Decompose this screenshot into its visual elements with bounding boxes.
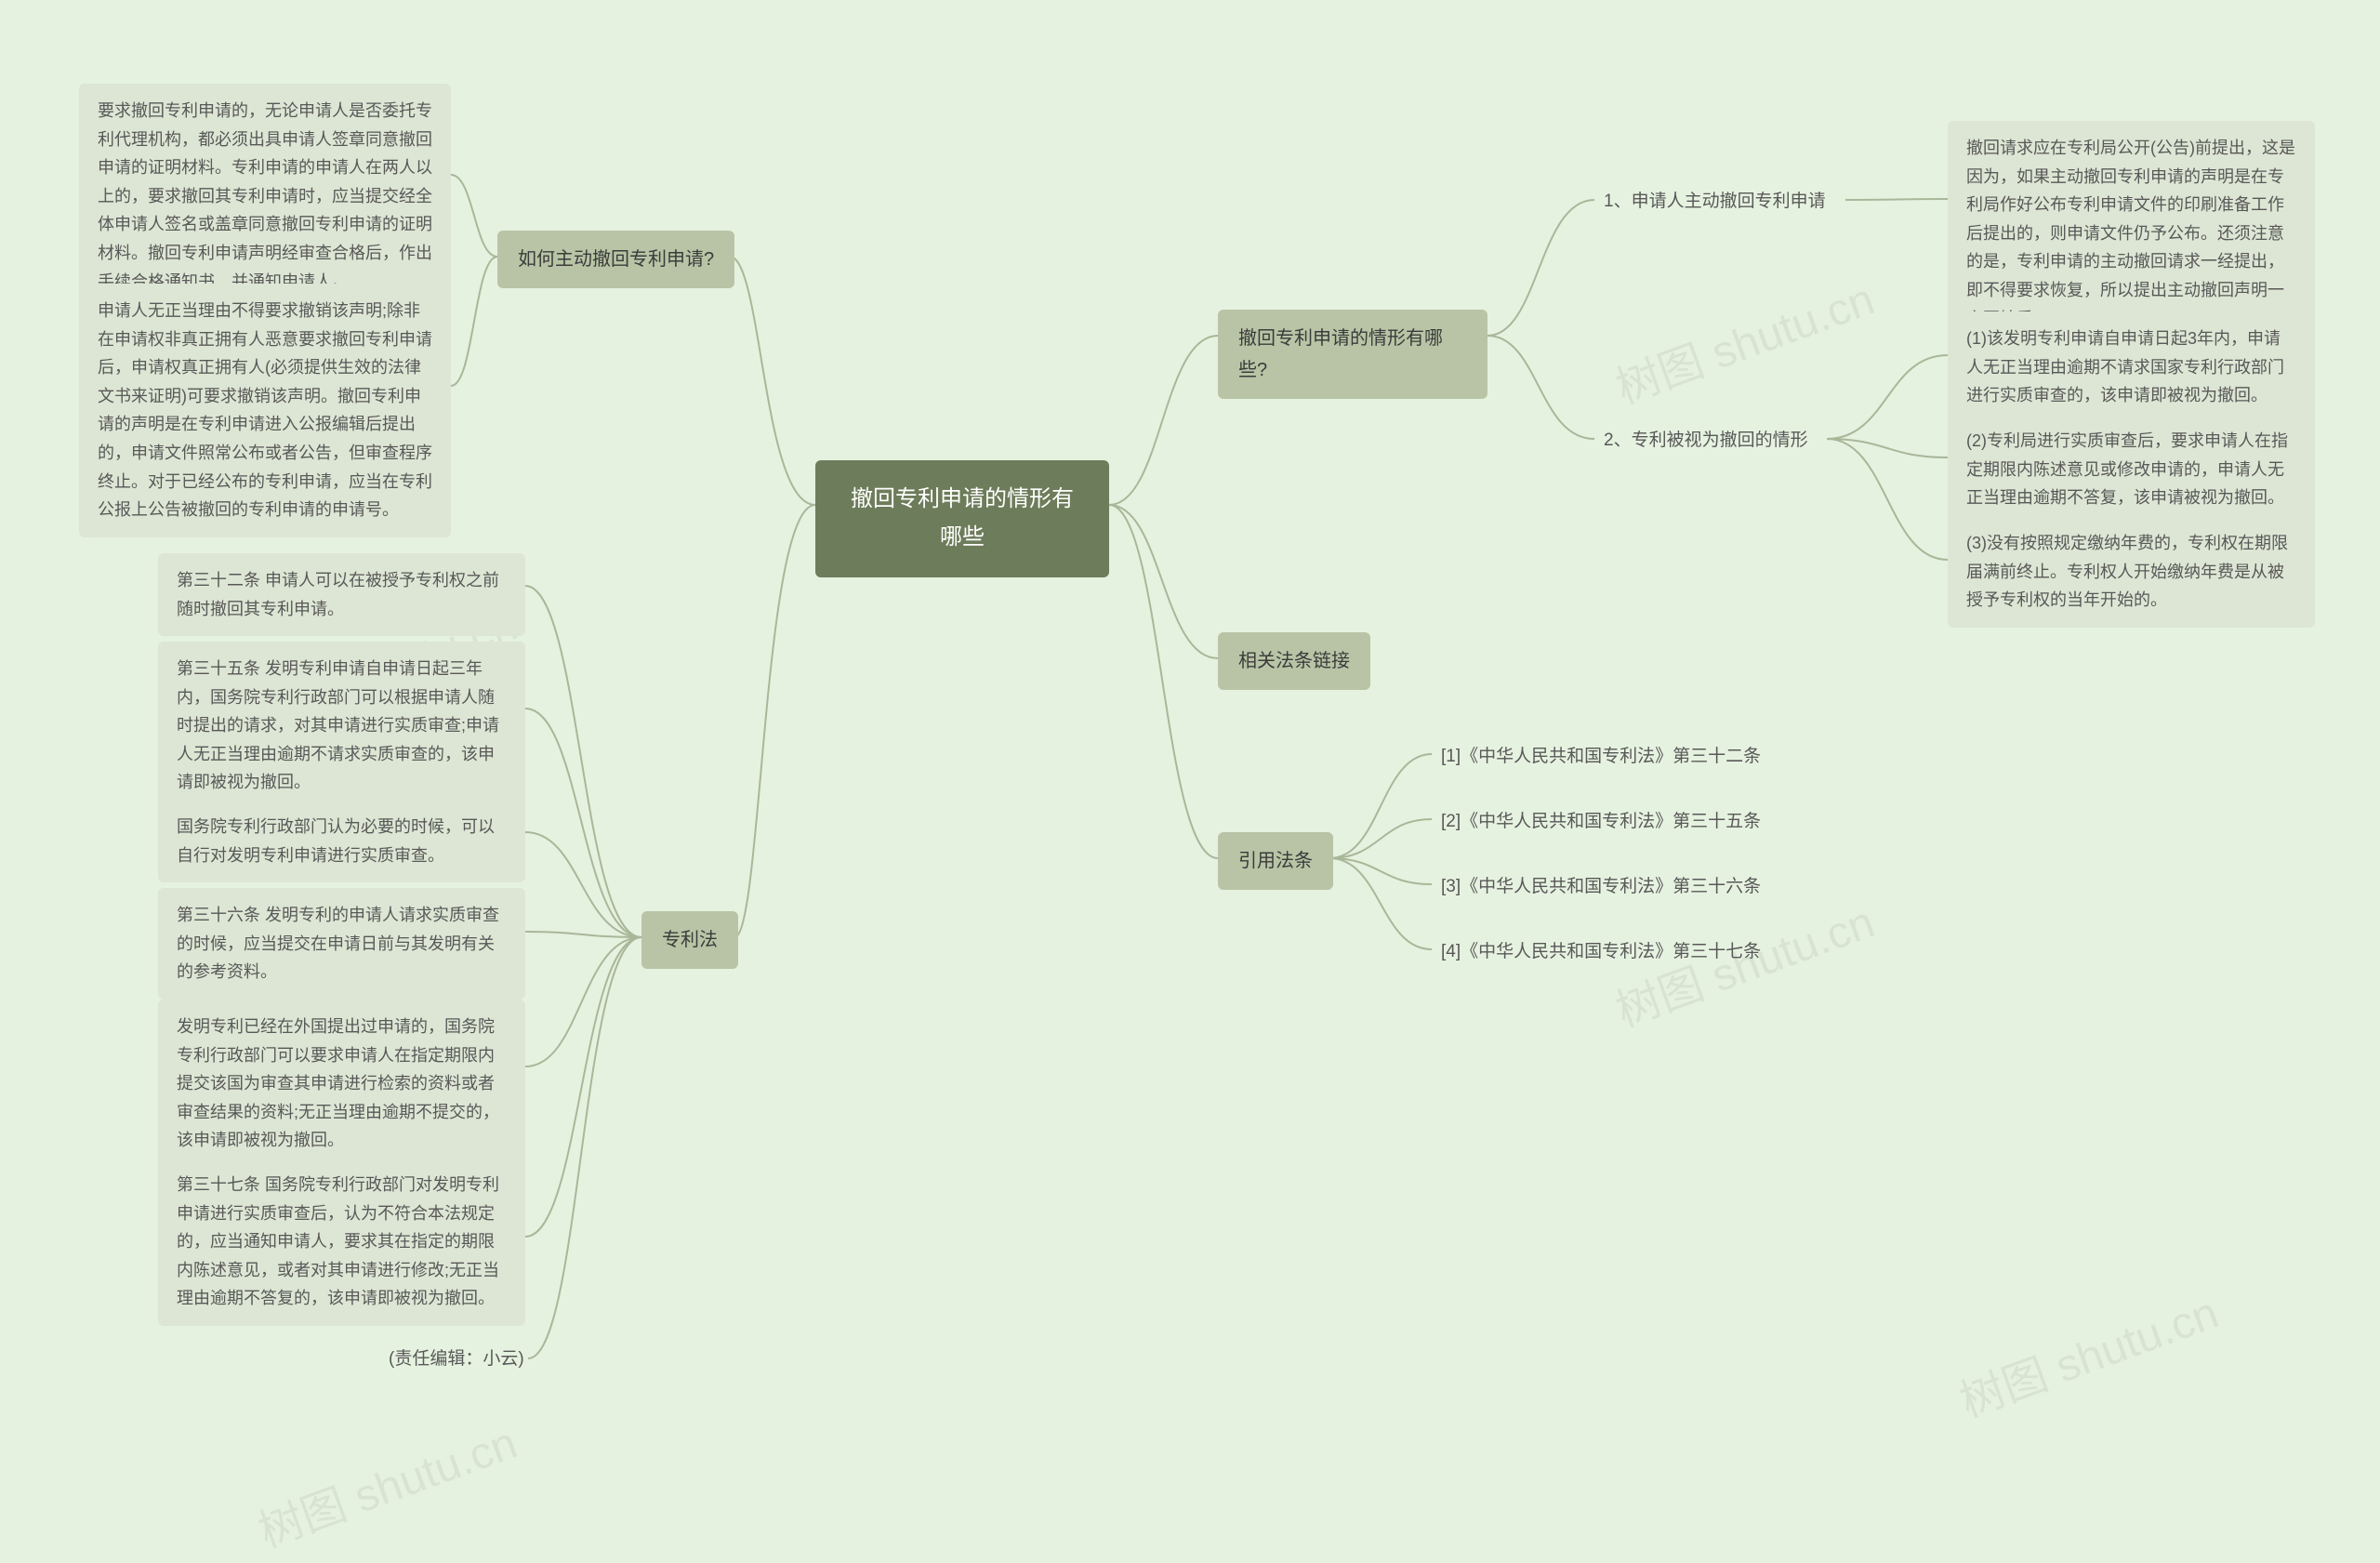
leaf-law-substantive: 国务院专利行政部门认为必要的时候，可以自行对发明专利申请进行实质审查。	[158, 800, 525, 882]
node-patent-law: 专利法	[641, 911, 738, 969]
text: 要求撤回专利申请的，无论申请人是否委托专利代理机构，都必须出具申请人签章同意撤回…	[98, 101, 432, 291]
label: 撤回专利申请的情形有哪些?	[1238, 328, 1443, 380]
leaf-law-foreign: 发明专利已经在外国提出过申请的，国务院专利行政部门可以要求申请人在指定期限内提交…	[158, 1000, 525, 1168]
leaf-deemed-3: (3)没有按照规定缴纳年费的，专利权在期限届满前终止。专利权人开始缴纳年费是从被…	[1948, 516, 2315, 628]
leaf-law-art35: 第三十五条 发明专利申请自申请日起三年内，国务院专利行政部门可以根据申请人随时提…	[158, 642, 525, 810]
leaf-howto-2: 申请人无正当理由不得要求撤销该声明;除非在申请权非真正拥有人恶意要求撤回专利申请…	[79, 284, 451, 537]
label: 2、专利被视为撤回的情形	[1604, 430, 1808, 450]
leaf-cite-1: [1]《中华人民共和国专利法》第三十二条	[1432, 736, 1770, 777]
text: (1)该发明专利申请自申请日起3年内，申请人无正当理由逾期不请求国家专利行政部门…	[1966, 329, 2284, 404]
text: 第三十二条 申请人可以在被授予专利权之前随时撤回其专利申请。	[177, 571, 499, 618]
leaf-cite-4: [4]《中华人民共和国专利法》第三十七条	[1432, 932, 1770, 973]
watermark: 树图 shutu.cn	[248, 1406, 524, 1559]
watermark: 树图 shutu.cn	[1950, 1276, 2226, 1429]
label: 专利法	[662, 930, 718, 950]
leaf-law-art36: 第三十六条 发明专利的申请人请求实质审查的时候，应当提交在申请日前与其发明有关的…	[158, 888, 525, 1000]
text: [3]《中华人民共和国专利法》第三十六条	[1441, 877, 1761, 896]
text: (责任编辑：小云)	[389, 1349, 524, 1369]
node-deemed-withdrawn: 2、专利被视为撤回的情形	[1594, 420, 1818, 461]
text: 撤回请求应在专利局公开(公告)前提出，这是因为，如果主动撤回专利申请的声明是在专…	[1966, 139, 2295, 328]
watermark: 树图 shutu.cn	[1606, 262, 1882, 416]
center-text: 撤回专利申请的情形有哪些	[851, 486, 1074, 550]
leaf-deemed-2: (2)专利局进行实质审查后，要求申请人在指定期限内陈述意见或修改申请的，申请人无…	[1948, 414, 2315, 525]
leaf-law-art37: 第三十七条 国务院专利行政部门对发明专利申请进行实质审查后，认为不符合本法规定的…	[158, 1158, 525, 1326]
node-howto-withdraw: 如何主动撤回专利申请?	[497, 231, 734, 288]
leaf-deemed-1: (1)该发明专利申请自申请日起3年内，申请人无正当理由逾期不请求国家专利行政部门…	[1948, 311, 2315, 423]
text: 申请人无正当理由不得要求撤销该声明;除非在申请权非真正拥有人恶意要求撤回专利申请…	[98, 301, 432, 519]
node-situations: 撤回专利申请的情形有哪些?	[1218, 310, 1488, 399]
label: 如何主动撤回专利申请?	[518, 249, 714, 270]
center-node: 撤回专利申请的情形有哪些	[815, 460, 1109, 577]
text: 国务院专利行政部门认为必要的时候，可以自行对发明专利申请进行实质审查。	[177, 817, 495, 865]
leaf-editor: (责任编辑：小云)	[379, 1339, 534, 1380]
label: 1、申请人主动撤回专利申请	[1604, 192, 1826, 211]
label: 相关法条链接	[1238, 651, 1350, 671]
node-cited: 引用法条	[1218, 832, 1333, 890]
node-situation-active-withdraw: 1、申请人主动撤回专利申请	[1594, 181, 1835, 222]
text: (3)没有按照规定缴纳年费的，专利权在期限届满前终止。专利权人开始缴纳年费是从被…	[1966, 534, 2288, 609]
text: [2]《中华人民共和国专利法》第三十五条	[1441, 812, 1761, 831]
text: 发明专利已经在外国提出过申请的，国务院专利行政部门可以要求申请人在指定期限内提交…	[177, 1017, 499, 1149]
text: 第三十五条 发明专利申请自申请日起三年内，国务院专利行政部门可以根据申请人随时提…	[177, 659, 499, 791]
text: 第三十七条 国务院专利行政部门对发明专利申请进行实质审查后，认为不符合本法规定的…	[177, 1175, 499, 1307]
text: [1]《中华人民共和国专利法》第三十二条	[1441, 747, 1761, 766]
text: (2)专利局进行实质审查后，要求申请人在指定期限内陈述意见或修改申请的，申请人无…	[1966, 431, 2288, 507]
node-related-links: 相关法条链接	[1218, 632, 1370, 690]
leaf-cite-2: [2]《中华人民共和国专利法》第三十五条	[1432, 801, 1770, 842]
leaf-cite-3: [3]《中华人民共和国专利法》第三十六条	[1432, 867, 1770, 907]
leaf-howto-1: 要求撤回专利申请的，无论申请人是否委托专利代理机构，都必须出具申请人签章同意撤回…	[79, 84, 451, 309]
label: 引用法条	[1238, 851, 1313, 871]
text: 第三十六条 发明专利的申请人请求实质审查的时候，应当提交在申请日前与其发明有关的…	[177, 906, 499, 981]
leaf-law-art32: 第三十二条 申请人可以在被授予专利权之前随时撤回其专利申请。	[158, 553, 525, 636]
text: [4]《中华人民共和国专利法》第三十七条	[1441, 942, 1761, 961]
